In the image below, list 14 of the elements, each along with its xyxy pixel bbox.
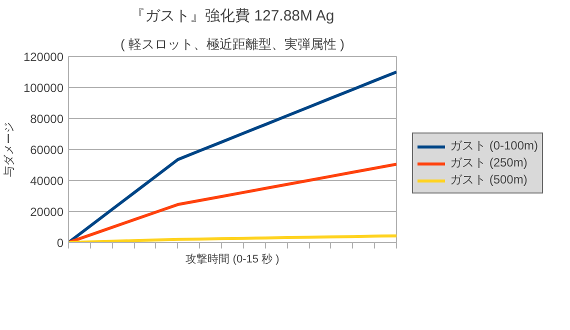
chart-title: 『ガスト』強化費 127.88M Ag [130,8,334,24]
y-tick-label: 60000 [30,143,64,157]
chart-subtitle: ( 軽スロット、極近距離型、実弾属性 ) [120,36,344,52]
y-tick-label: 80000 [30,112,64,126]
y-tick-label: 20000 [30,205,64,219]
legend-label: ガスト (0-100m) [450,138,538,154]
y-tick-label: 40000 [30,174,64,188]
y-tick-label: 0 [56,236,64,250]
legend-label: ガスト (250m) [450,154,528,172]
x-axis-title: 攻撃時間 (0-15 秒 ) [186,252,280,266]
y-axis-title: 与ダメージ [2,122,16,177]
y-tick-label: 120000 [23,50,64,64]
y-tick-label: 100000 [23,81,64,95]
legend-label: ガスト (500m) [450,172,528,188]
